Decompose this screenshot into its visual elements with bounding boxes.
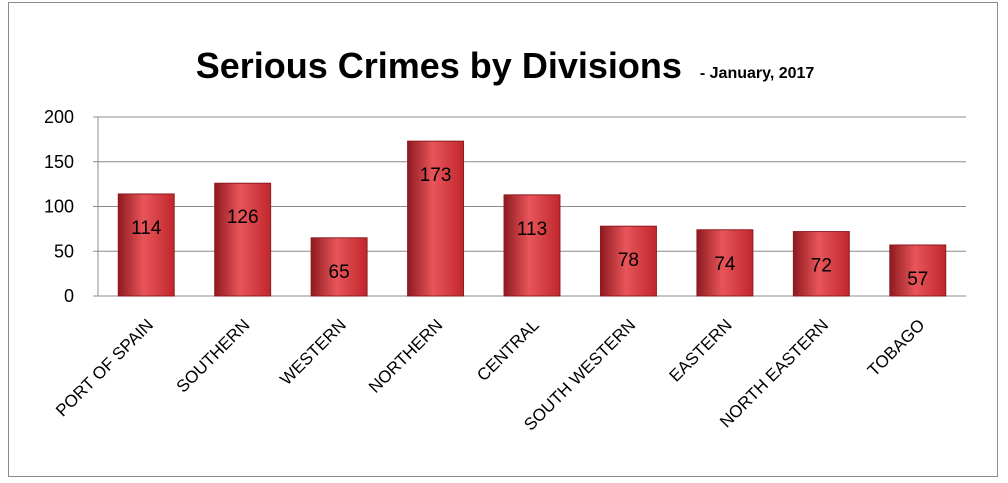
category-label: TOBAGO	[864, 315, 929, 380]
bar	[117, 193, 175, 297]
bar	[889, 244, 947, 297]
category-label: CENTRAL	[473, 315, 543, 385]
y-tick-label: 0	[64, 286, 74, 306]
bar	[696, 229, 754, 297]
bar	[503, 194, 561, 297]
y-tick-label: 150	[44, 152, 74, 172]
category-label: NORTHERN	[365, 315, 446, 396]
x-axis-categories: PORT OF SPAIN SOUTHERN WESTERN NORTHERN CENT…	[52, 315, 929, 434]
y-tick-label: 200	[44, 107, 74, 127]
data-label: 126	[227, 207, 259, 228]
bars	[117, 140, 947, 297]
data-labels: 114 126 65 173 113 78 74 72 57	[131, 165, 928, 290]
category-label: NORTH EASTERN	[716, 315, 832, 431]
data-label: 114	[131, 218, 162, 239]
chart-subtitle: - January, 2017	[700, 65, 815, 82]
bar	[792, 231, 850, 297]
category-label: WESTERN	[276, 315, 350, 389]
y-tick-label: 100	[44, 197, 74, 217]
bar	[310, 237, 368, 297]
data-label: 173	[420, 165, 452, 186]
data-label: 57	[907, 269, 928, 290]
data-label: 72	[811, 256, 832, 277]
bar	[214, 182, 272, 297]
chart-title: Serious Crimes by Divisions - January, 2…	[196, 45, 815, 86]
y-tick-label: 50	[54, 241, 74, 261]
data-label: 78	[618, 250, 639, 271]
data-label: 74	[714, 254, 736, 275]
data-label: 113	[517, 219, 547, 240]
bar	[599, 225, 657, 297]
category-label: EASTERN	[666, 315, 736, 385]
y-axis-ticks: 0 50 100 150 200	[44, 107, 98, 306]
category-label: PORT OF SPAIN	[52, 315, 157, 420]
category-label: SOUTHERN	[173, 315, 254, 396]
bar	[407, 140, 465, 297]
data-label: 65	[329, 262, 350, 283]
chart-title-main: Serious Crimes by Divisions	[196, 45, 682, 86]
